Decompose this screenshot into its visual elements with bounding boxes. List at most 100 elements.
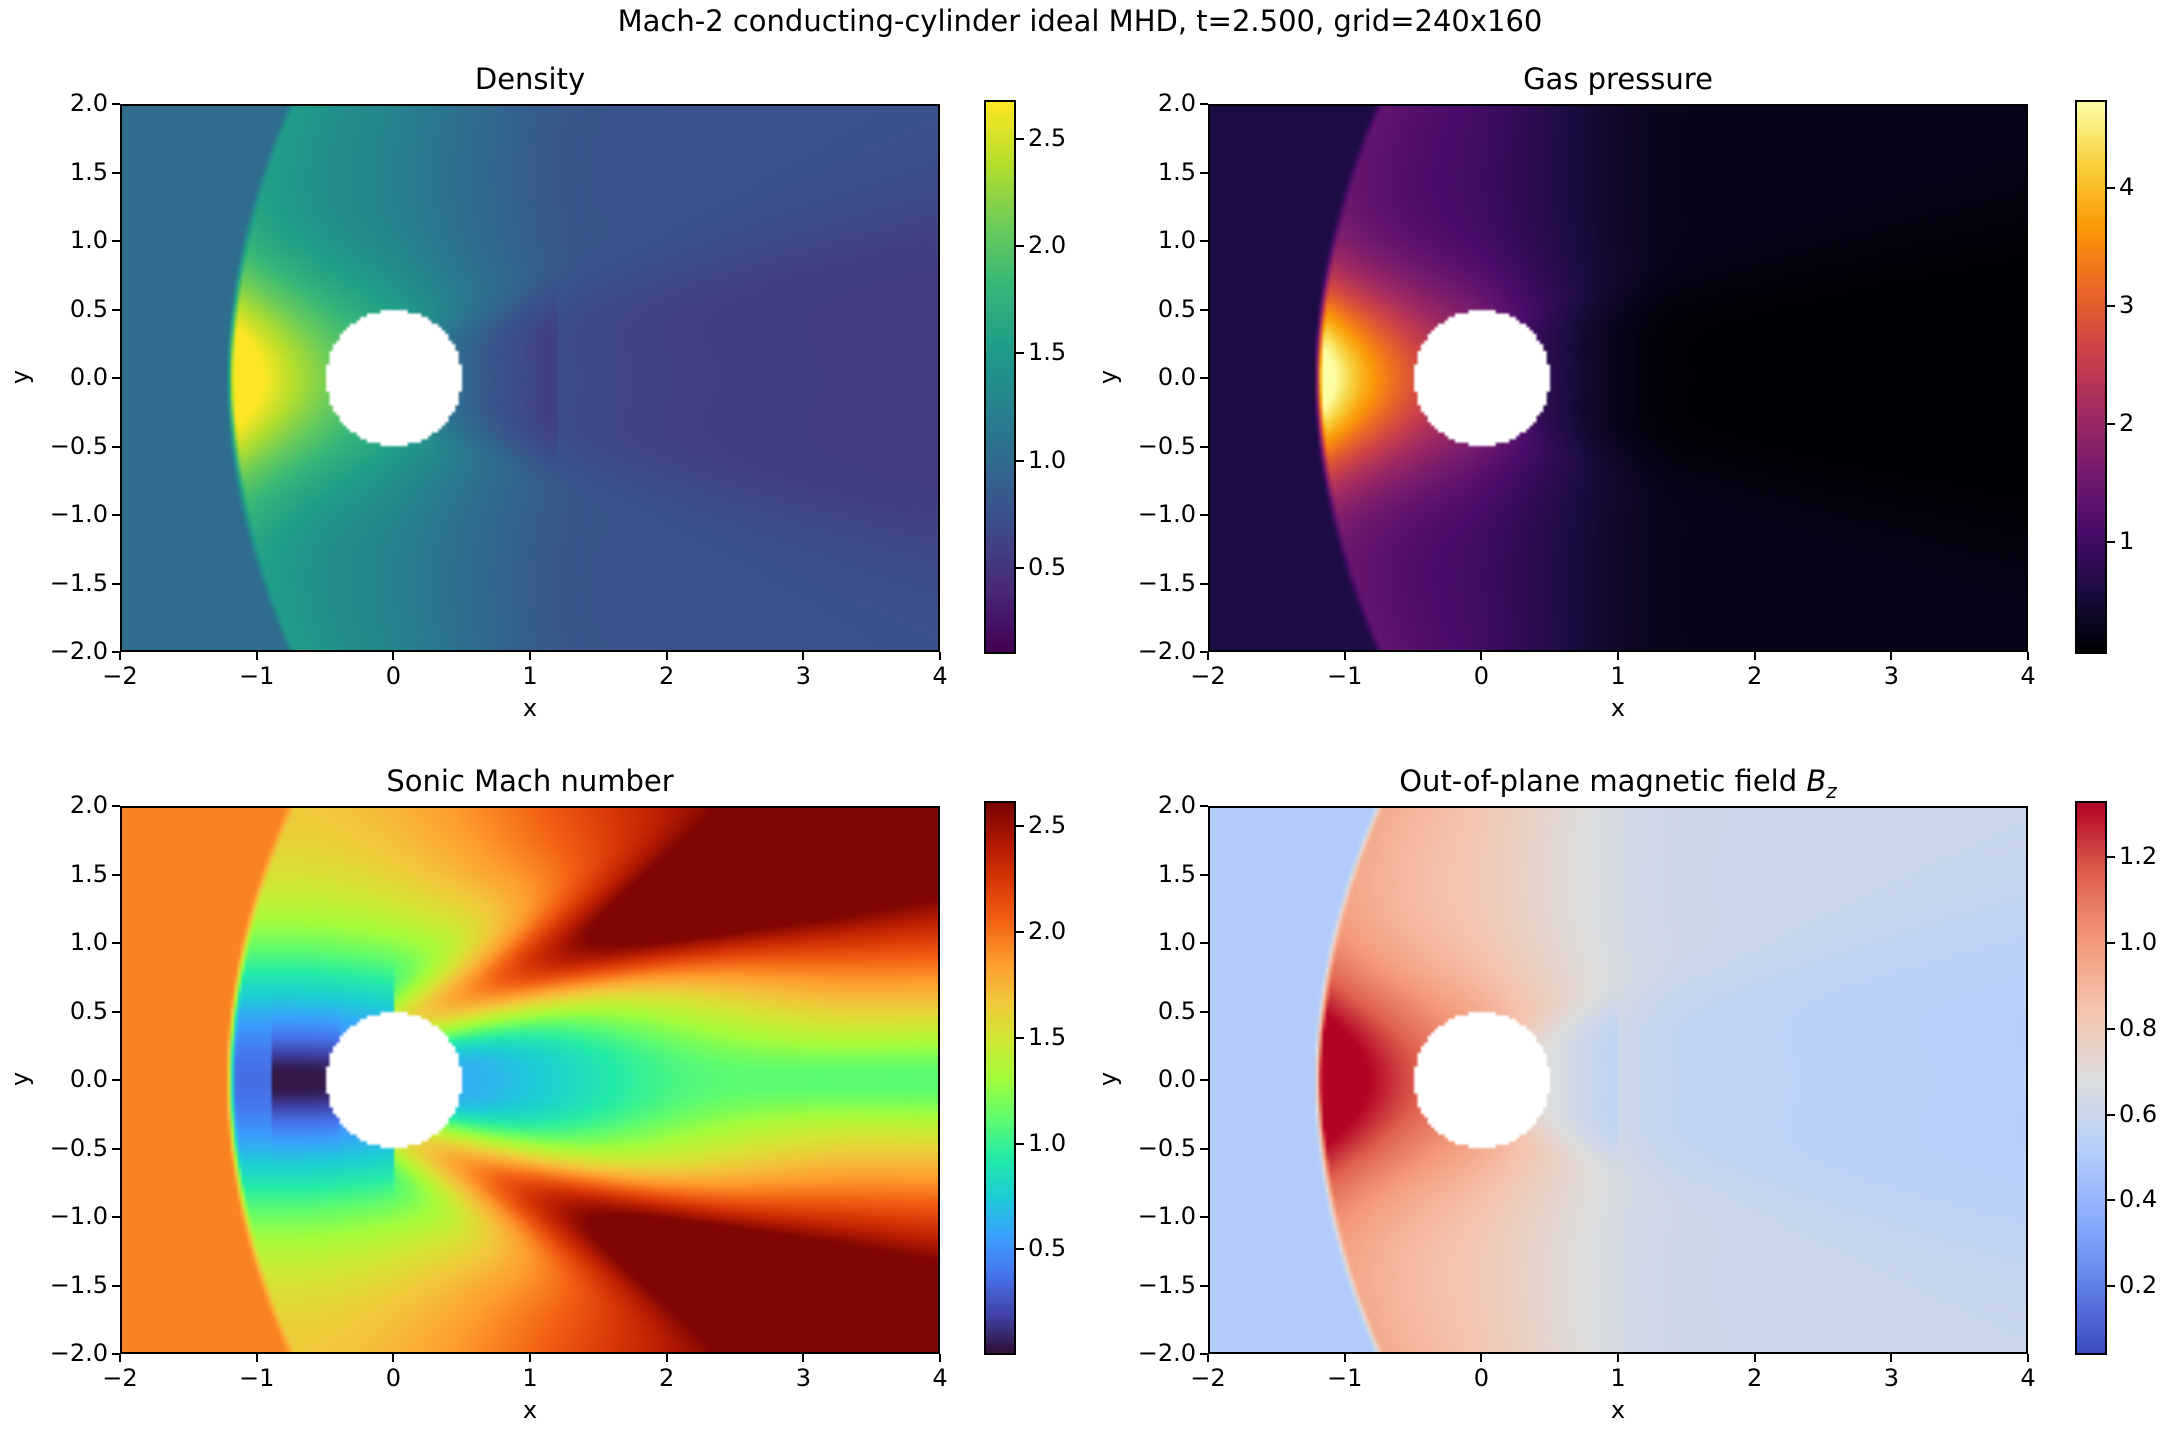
x-tick-mark xyxy=(1480,652,1483,660)
x-axis-label: x xyxy=(1610,1396,1626,1424)
x-axis-label: x xyxy=(1610,694,1626,722)
x-tick-mark xyxy=(2027,652,2029,660)
panel-title: Out-of-plane magnetic field Bz xyxy=(1208,764,2028,803)
colorbar-tick-mark xyxy=(1016,1248,1024,1251)
x-tick-mark xyxy=(1753,652,1756,660)
y-tick-label: −1.0 xyxy=(49,1202,108,1230)
panel-title-subscript: z xyxy=(1826,778,1837,803)
x-tick-mark xyxy=(1753,1354,1756,1362)
colorbar-gradient xyxy=(986,803,1014,1353)
x-tick-mark xyxy=(1207,1354,1209,1362)
colorbar-gradient xyxy=(2077,803,2105,1353)
y-tick-label: −2.0 xyxy=(1137,1339,1196,1367)
colorbar-tick-label: 1.5 xyxy=(1028,338,1067,367)
x-tick-label: −1 xyxy=(1326,1364,1363,1392)
x-tick-mark xyxy=(665,652,668,660)
x-tick-label: 3 xyxy=(1883,662,1899,690)
x-tick-label: 1 xyxy=(1610,1364,1626,1392)
colorbar-tick-mark xyxy=(1016,567,1024,570)
colorbar xyxy=(984,801,1016,1355)
x-tick-label: 1 xyxy=(1610,662,1626,690)
x-tick-label: −2 xyxy=(102,1364,138,1392)
x-tick-label: 2 xyxy=(659,662,675,690)
colorbar-tick-mark xyxy=(2107,1027,2115,1030)
y-tick-mark xyxy=(1200,1079,1208,1081)
panel-title-text: Density xyxy=(474,62,586,96)
colorbar-tick-label: 1.2 xyxy=(2119,841,2158,870)
x-tick-mark xyxy=(529,1354,531,1362)
heatmap-plot-area xyxy=(120,806,940,1354)
y-tick-label: 2.0 xyxy=(1157,791,1196,819)
panel-title-text: Out-of-plane magnetic field xyxy=(1399,764,1807,798)
y-tick-label: 0.0 xyxy=(1157,363,1196,391)
colorbar-tick-mark xyxy=(2107,941,2115,944)
colorbar-tick-mark xyxy=(1016,352,1024,355)
y-tick-mark xyxy=(112,377,120,379)
y-tick-label: −2.0 xyxy=(49,637,108,665)
y-tick-label: 0.0 xyxy=(1157,1065,1196,1093)
colorbar-tick-mark xyxy=(1016,1142,1024,1145)
y-axis-label: y xyxy=(6,369,34,385)
x-tick-mark xyxy=(392,1354,395,1362)
y-tick-label: 1.0 xyxy=(69,928,108,956)
x-tick-mark xyxy=(119,1354,121,1362)
x-tick-label: 0 xyxy=(1473,1364,1489,1392)
colorbar-tick-label: 0.5 xyxy=(1028,1234,1067,1263)
y-tick-label: −1.5 xyxy=(1137,568,1196,597)
y-tick-label: 2.0 xyxy=(69,89,108,117)
x-tick-mark xyxy=(1343,1354,1346,1362)
y-tick-mark xyxy=(112,171,120,174)
panel-title-text: Sonic Mach number xyxy=(386,764,674,798)
heatmap-image xyxy=(122,106,938,650)
heatmap-image xyxy=(122,808,938,1352)
x-tick-label: 1 xyxy=(522,662,538,690)
y-tick-mark xyxy=(112,805,120,807)
colorbar-tick-label: 1.0 xyxy=(2119,927,2158,956)
colorbar-tick-mark xyxy=(2107,305,2115,308)
y-tick-mark xyxy=(112,1147,120,1150)
y-tick-mark xyxy=(112,308,120,311)
y-axis-label: y xyxy=(1094,369,1122,385)
x-tick-mark xyxy=(1480,1354,1483,1362)
y-tick-label: 1.0 xyxy=(1157,928,1196,956)
y-tick-mark xyxy=(1200,582,1208,585)
colorbar-tick-label: 0.8 xyxy=(2119,1013,2158,1042)
y-tick-mark xyxy=(112,514,120,516)
x-tick-mark xyxy=(802,652,805,660)
y-tick-label: −2.0 xyxy=(49,1339,108,1367)
y-tick-mark xyxy=(1200,1284,1208,1287)
y-tick-label: 1.5 xyxy=(69,859,108,888)
y-tick-label: 0.5 xyxy=(1157,996,1196,1025)
y-tick-mark xyxy=(112,1353,120,1355)
x-tick-label: −1 xyxy=(238,662,275,690)
y-tick-label: 1.5 xyxy=(69,157,108,186)
y-tick-label: −1.5 xyxy=(49,568,108,597)
y-tick-mark xyxy=(112,240,120,242)
x-tick-label: −2 xyxy=(102,662,138,690)
x-tick-mark xyxy=(1890,1354,1893,1362)
x-tick-mark xyxy=(2027,1354,2029,1362)
y-tick-mark xyxy=(112,582,120,585)
y-tick-label: 1.0 xyxy=(1157,226,1196,254)
x-tick-mark xyxy=(255,1354,258,1362)
panel-title-text: Gas pressure xyxy=(1523,62,1713,96)
y-tick-label: 2.0 xyxy=(1157,89,1196,117)
x-tick-mark xyxy=(665,1354,668,1362)
colorbar-tick-mark xyxy=(1016,931,1024,934)
y-tick-mark xyxy=(112,873,120,876)
x-tick-mark xyxy=(1890,652,1893,660)
y-tick-label: −0.5 xyxy=(1137,1133,1196,1162)
colorbar-tick-label: 1.5 xyxy=(1028,1022,1067,1051)
heatmap-image xyxy=(1210,106,2026,650)
y-tick-label: 0.5 xyxy=(69,996,108,1025)
colorbar-tick-label: 2.5 xyxy=(1028,123,1067,152)
colorbar-gradient xyxy=(2077,102,2105,652)
panel-title-math: B xyxy=(1806,764,1827,798)
x-tick-label: 4 xyxy=(2020,662,2036,690)
y-tick-mark xyxy=(1200,103,1208,105)
colorbar-tick-label: 2.0 xyxy=(1028,917,1067,946)
x-axis-label: x xyxy=(522,694,538,722)
y-tick-mark xyxy=(1200,1216,1208,1218)
x-tick-label: 0 xyxy=(385,662,401,690)
colorbar xyxy=(984,100,1016,654)
